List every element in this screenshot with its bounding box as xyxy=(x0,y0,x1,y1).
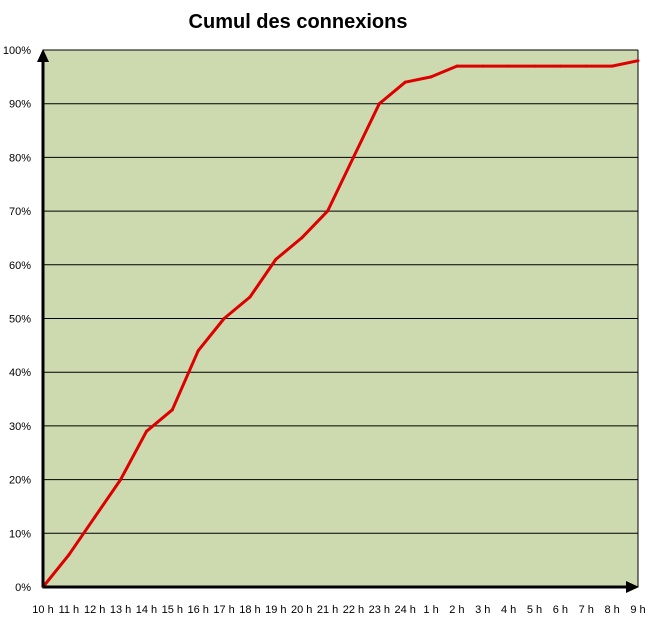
data-point xyxy=(222,317,226,320)
y-tick-label: 20% xyxy=(9,475,31,487)
y-axis-ticks: 0% 10% 20% 30% 40% 50% 60% 70% 80% 90% 100% xyxy=(3,45,31,594)
data-point xyxy=(533,64,537,68)
data-point xyxy=(429,75,433,79)
data-point xyxy=(248,295,252,299)
x-axis-ticks: 10 h 11 h 12 h 13 h 14 h 15 h 16 h 17 h 18 h 19 h… xyxy=(32,604,645,616)
data-point xyxy=(481,64,485,68)
x-tick-label: 23 h xyxy=(369,604,390,616)
y-tick-label: 70% xyxy=(9,206,31,218)
grid-lines xyxy=(43,49,639,587)
chart-title: Cumul des connexions xyxy=(189,11,408,33)
y-tick-label: 40% xyxy=(9,367,31,379)
x-tick-label: 13 h xyxy=(110,604,131,616)
x-tick-label: 12 h xyxy=(84,604,105,616)
y-tick-label: 30% xyxy=(9,421,31,433)
data-point xyxy=(507,64,511,68)
data-point xyxy=(610,64,614,68)
data-point xyxy=(300,236,304,240)
x-tick-label: 20 h xyxy=(291,604,312,616)
x-tick-label: 17 h xyxy=(213,604,234,616)
x-tick-label: 15 h xyxy=(162,604,183,616)
y-tick-label: 50% xyxy=(9,314,31,326)
data-point xyxy=(584,64,588,68)
x-tick-label: 21 h xyxy=(317,604,338,616)
y-tick-label: 10% xyxy=(9,528,31,540)
x-tick-label: 18 h xyxy=(239,604,260,616)
y-tick-label: 60% xyxy=(9,260,31,272)
x-tick-label: 24 h xyxy=(394,604,415,616)
data-point xyxy=(144,429,148,433)
x-tick-label: 11 h xyxy=(59,604,80,616)
x-tick-label: 8 h xyxy=(604,604,619,616)
x-axis-arrow xyxy=(626,581,639,593)
x-tick-label: 5 h xyxy=(527,604,542,616)
y-tick-label: 100% xyxy=(3,45,31,57)
data-point xyxy=(403,80,407,84)
x-tick-label: 6 h xyxy=(553,604,568,616)
data-point xyxy=(119,478,123,482)
x-tick-label: 16 h xyxy=(188,604,209,616)
data-point xyxy=(67,553,71,557)
data-point xyxy=(93,515,97,519)
data-point xyxy=(196,349,200,353)
data-point xyxy=(351,155,355,159)
x-tick-label: 10 h xyxy=(32,604,53,616)
data-point xyxy=(326,209,330,213)
x-tick-label: 9 h xyxy=(630,604,645,616)
data-point xyxy=(455,64,459,68)
data-point xyxy=(636,59,640,63)
x-tick-label: 4 h xyxy=(501,604,516,616)
x-tick-label: 14 h xyxy=(136,604,157,616)
y-axis-arrow xyxy=(37,49,49,62)
x-tick-label: 2 h xyxy=(449,604,464,616)
data-point xyxy=(274,257,278,261)
data-point xyxy=(170,408,174,412)
data-points xyxy=(41,59,640,589)
y-tick-label: 0% xyxy=(15,582,31,594)
y-tick-label: 80% xyxy=(9,152,31,164)
x-tick-label: 19 h xyxy=(265,604,286,616)
x-tick-label: 1 h xyxy=(423,604,438,616)
data-point xyxy=(377,102,381,106)
series-line xyxy=(41,59,639,588)
x-tick-label: 7 h xyxy=(579,604,594,616)
data-point xyxy=(558,64,562,68)
x-tick-label: 22 h xyxy=(343,604,364,616)
x-tick-label: 3 h xyxy=(475,604,490,616)
y-tick-label: 90% xyxy=(9,99,31,111)
